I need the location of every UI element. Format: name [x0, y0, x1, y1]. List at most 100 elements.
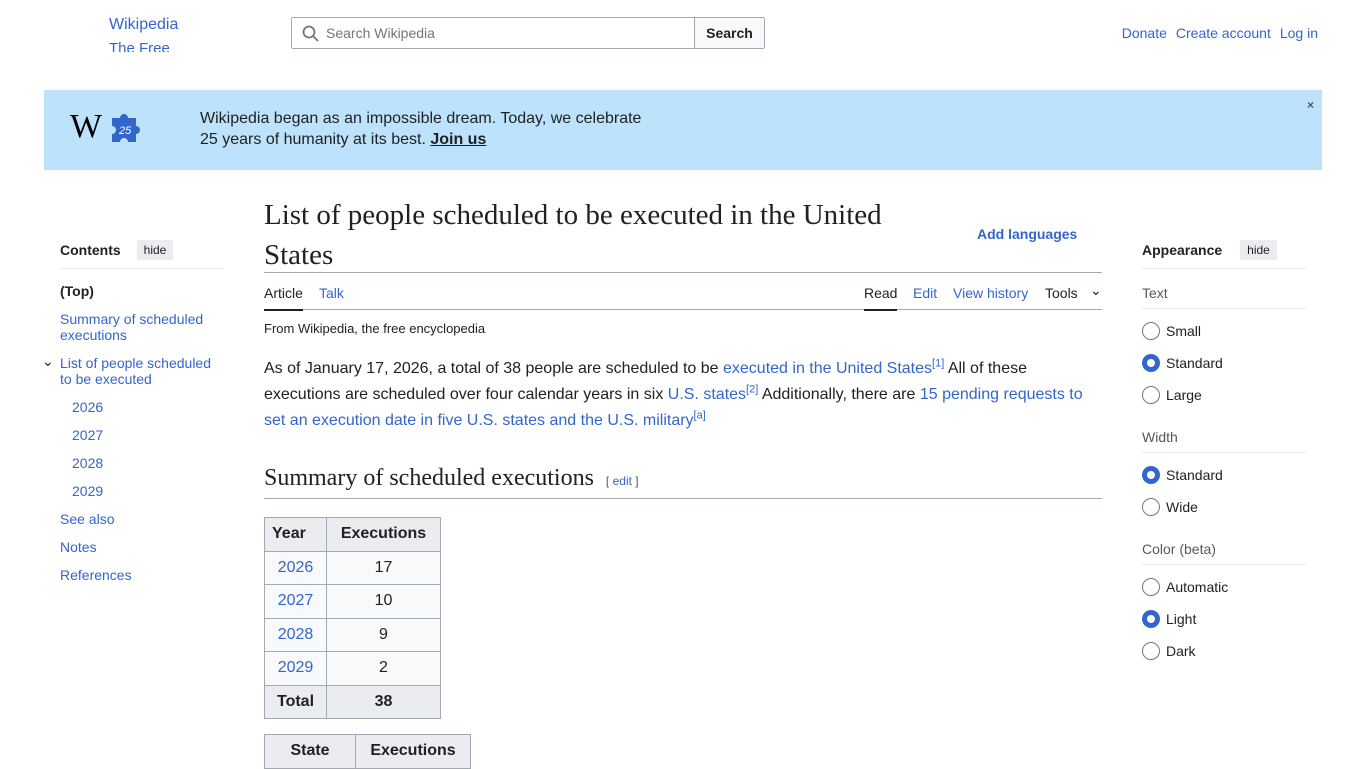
- fundraising-banner: W 25 Wikipedia began as an impossible dr…: [44, 90, 1322, 170]
- table-row: 2028 9: [264, 617, 441, 652]
- color-automatic-option[interactable]: Automatic: [1142, 571, 1306, 603]
- label: Dark: [1166, 643, 1196, 659]
- join-us-link[interactable]: Join us: [430, 131, 487, 148]
- tab-edit[interactable]: Edit: [913, 285, 938, 301]
- total-row: Total 38: [264, 684, 441, 719]
- col-header: Executions: [355, 734, 471, 769]
- svg-text:25: 25: [118, 125, 132, 137]
- year-link[interactable]: 2026: [264, 550, 327, 585]
- page-title: List of people scheduled to be executed …: [264, 199, 882, 271]
- toc-item-2029[interactable]: 2029: [72, 483, 104, 499]
- executions-link[interactable]: executed in the United States: [723, 360, 933, 377]
- create-account-link[interactable]: Create account: [1175, 25, 1271, 41]
- col-header: Year: [264, 517, 327, 552]
- label: Light: [1166, 611, 1197, 627]
- puzzle-25-icon: 25: [112, 114, 140, 142]
- edit-link[interactable]: edit: [612, 474, 632, 488]
- tagline: From Wikipedia, the free encyclopedia: [264, 321, 486, 336]
- radio[interactable]: [1142, 466, 1160, 484]
- label: Large: [1166, 387, 1202, 403]
- year-link[interactable]: 2027: [264, 584, 327, 619]
- tab-read[interactable]: Read: [864, 285, 898, 311]
- radio[interactable]: [1142, 610, 1160, 628]
- radio[interactable]: [1142, 322, 1160, 340]
- col-header: Executions: [326, 517, 441, 552]
- appearance-panel: Appearance hide Text Small Standard Large…: [1142, 240, 1306, 667]
- toc-item-list[interactable]: ⌄ List of people scheduled to be executed: [42, 353, 224, 387]
- color-label: Color (beta): [1142, 529, 1306, 565]
- wikipedia-tagline: The Free: [109, 40, 170, 52]
- search-input[interactable]: [292, 18, 694, 48]
- text: Additionally, there are: [758, 386, 920, 403]
- text-size-label: Text: [1142, 273, 1306, 309]
- text-standard-option[interactable]: Standard: [1142, 347, 1306, 379]
- text-small-option[interactable]: Small: [1142, 315, 1306, 347]
- radio[interactable]: [1142, 354, 1160, 372]
- radio[interactable]: [1142, 386, 1160, 404]
- count: 2: [326, 651, 441, 686]
- text: All of these executions are scheduled ov…: [264, 360, 1027, 403]
- count: 17: [326, 550, 441, 585]
- search-form: Search: [291, 17, 765, 49]
- table-row: 2027 10: [264, 584, 441, 619]
- label: Automatic: [1166, 579, 1229, 595]
- state-table: State Executions: [264, 734, 471, 769]
- toc-item-see-also[interactable]: See also: [60, 511, 115, 527]
- section-heading: Summary of scheduled executions [ edit ]: [264, 465, 1102, 499]
- col-header: State: [264, 734, 356, 769]
- radio[interactable]: [1142, 642, 1160, 660]
- tab-article[interactable]: Article: [264, 285, 303, 311]
- toc-item-2027[interactable]: 2027: [72, 427, 104, 443]
- search-icon: [302, 25, 319, 42]
- toc-item-2028[interactable]: 2028: [72, 455, 104, 471]
- section-title: Summary of scheduled executions: [264, 465, 594, 491]
- width-standard-option[interactable]: Standard: [1142, 459, 1306, 491]
- tab-view-history[interactable]: View history: [953, 285, 1029, 301]
- search-button[interactable]: Search: [694, 18, 764, 48]
- toc-item-2026[interactable]: 2026: [72, 399, 104, 415]
- close-icon[interactable]: ×: [1306, 98, 1314, 112]
- add-languages-button[interactable]: Add languages: [977, 226, 1078, 242]
- wikipedia-logo[interactable]: Wikipedia: [109, 16, 179, 33]
- table-row: 2026 17: [264, 550, 441, 585]
- text: As of January 17, 2026, a total of 38 pe…: [264, 360, 723, 377]
- total-label: Total: [264, 684, 327, 719]
- toc-item-notes[interactable]: Notes: [60, 539, 97, 555]
- appearance-hide-button[interactable]: hide: [1240, 240, 1277, 260]
- toc-item-references[interactable]: References: [60, 567, 132, 583]
- table-row: 2029 2: [264, 651, 441, 686]
- chevron-down-icon[interactable]: ⌄: [1090, 282, 1102, 298]
- label: Wide: [1166, 499, 1198, 515]
- ref-1[interactable]: [1]: [932, 357, 945, 370]
- us-states-link[interactable]: U.S. states: [667, 386, 747, 403]
- count: 10: [326, 584, 441, 619]
- toc-hide-button[interactable]: hide: [136, 240, 174, 260]
- year-link[interactable]: 2028: [264, 617, 327, 652]
- tab-talk[interactable]: Talk: [319, 285, 344, 301]
- banner-text-1: Wikipedia began as an impossible dream. …: [200, 110, 642, 127]
- toc-title: Contents: [60, 242, 121, 258]
- year-table: Year Executions 2026 17 2027 10 2028 9 2029 2…: [264, 517, 441, 719]
- toc-item-summary[interactable]: Summary of scheduled executions: [60, 311, 204, 343]
- radio[interactable]: [1142, 578, 1160, 596]
- color-dark-option[interactable]: Dark: [1142, 635, 1306, 667]
- note-a[interactable]: [a]: [693, 409, 706, 422]
- chevron-down-icon[interactable]: ⌄: [42, 353, 54, 369]
- count: 9: [326, 617, 441, 652]
- donate-link[interactable]: Donate: [1121, 25, 1167, 41]
- page-tabs: Article Talk Read Edit View history Tool…: [264, 272, 1102, 311]
- intro-paragraph: As of January 17, 2026, a total of 38 pe…: [264, 356, 1104, 434]
- tools-menu[interactable]: Tools: [1045, 285, 1078, 301]
- ref-2[interactable]: [2]: [746, 383, 759, 396]
- toc-item-top[interactable]: (Top): [60, 283, 94, 299]
- width-label: Width: [1142, 417, 1306, 453]
- appearance-title: Appearance: [1142, 242, 1223, 258]
- color-light-option[interactable]: Light: [1142, 603, 1306, 635]
- edit-section[interactable]: [ edit ]: [605, 474, 639, 488]
- radio[interactable]: [1142, 498, 1160, 516]
- year-link[interactable]: 2029: [264, 651, 327, 686]
- width-wide-option[interactable]: Wide: [1142, 491, 1306, 523]
- pending-requests-link[interactable]: 15 pending requests to set an execution …: [264, 386, 1083, 429]
- text-large-option[interactable]: Large: [1142, 379, 1306, 411]
- login-link[interactable]: Log in: [1279, 25, 1318, 41]
